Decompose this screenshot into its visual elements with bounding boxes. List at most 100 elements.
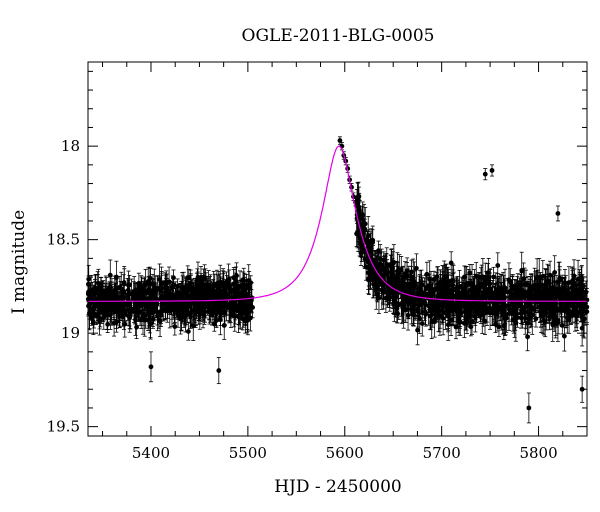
data-point [172, 317, 178, 336]
data-point [396, 289, 402, 320]
data-point [101, 305, 107, 322]
data-point [446, 292, 452, 320]
x-tick-label: 5500 [229, 444, 267, 462]
data-point [380, 260, 386, 292]
data-point [543, 269, 549, 300]
data-point [491, 286, 497, 306]
data-point [147, 266, 153, 290]
data-point [414, 284, 420, 317]
data-point [121, 268, 127, 300]
chart-title: OGLE-2011-BLG-0005 [242, 26, 435, 46]
y-tick-label: 19.5 [47, 418, 80, 436]
data-point [561, 294, 567, 326]
data-point [95, 268, 101, 298]
data-point [243, 291, 248, 318]
data-point [194, 268, 200, 293]
data-point [232, 272, 238, 298]
data-point [446, 297, 452, 322]
data-point [461, 265, 467, 289]
data-point [370, 229, 375, 256]
data-point [494, 276, 500, 304]
data-point [237, 295, 243, 330]
data-point [241, 267, 247, 294]
data-point [481, 303, 487, 321]
data-point [383, 283, 389, 313]
x-tick-label: 5700 [423, 444, 461, 462]
data-point [560, 276, 566, 299]
data-point [92, 274, 98, 301]
data-point [457, 270, 462, 304]
data-point [216, 357, 222, 385]
data-point [517, 293, 523, 315]
x-tick-label: 5600 [326, 444, 364, 462]
data-point [510, 307, 516, 332]
data-point [559, 286, 564, 324]
data-point [579, 309, 585, 347]
data-point [469, 308, 475, 335]
data-point [555, 306, 561, 335]
data-point [126, 270, 131, 300]
y-tick-label: 19 [61, 324, 80, 342]
axis-ticks: 5400 5500 5600 5700 5800 18 18.5 19 19.5 [47, 62, 588, 462]
data-point [119, 306, 125, 327]
data-point [111, 309, 117, 337]
data-point [188, 269, 194, 298]
x-tick-label: 5400 [132, 444, 170, 462]
data-point [489, 164, 495, 177]
data-point [482, 168, 488, 181]
data-point [103, 275, 109, 310]
data-point [245, 292, 250, 312]
data-point [512, 290, 518, 317]
data-point [461, 287, 467, 320]
data-point [218, 276, 224, 308]
data-point [381, 251, 387, 269]
data-point [413, 253, 419, 284]
data-point [540, 260, 546, 293]
data-point [387, 263, 393, 303]
data-point [201, 268, 206, 286]
y-axis-label: I magnitude [9, 210, 29, 314]
data-point [181, 271, 187, 303]
y-tick-label: 18.5 [47, 231, 80, 249]
data-point [233, 266, 239, 297]
data-point [542, 306, 548, 338]
data-point [498, 274, 504, 309]
data-point [396, 254, 402, 292]
data-point [167, 287, 173, 305]
data-point [519, 251, 525, 289]
data-point [337, 136, 343, 145]
data-point [529, 273, 535, 304]
data-point [391, 244, 397, 281]
data-point [483, 271, 489, 307]
plot-frame [87, 61, 588, 437]
data-point [533, 275, 539, 308]
data-point [207, 304, 212, 321]
data-point [554, 280, 560, 299]
data-point [501, 311, 507, 340]
data-point [465, 288, 471, 325]
data-point [398, 275, 404, 299]
data-point [242, 272, 247, 298]
data-point [136, 282, 142, 297]
data-point [432, 274, 437, 306]
data-point [546, 265, 552, 297]
data-point [522, 293, 528, 323]
data-point [526, 392, 532, 424]
data-point [142, 303, 148, 337]
data-point [402, 276, 408, 306]
data-point [372, 259, 378, 297]
data-point [566, 266, 572, 299]
data-point [472, 288, 477, 320]
data-point [152, 284, 158, 313]
data-point [533, 310, 539, 328]
data-point [376, 282, 382, 314]
data-point [426, 273, 432, 313]
data-point [494, 287, 500, 327]
data-point [555, 205, 561, 222]
data-point [404, 262, 410, 280]
x-axis-label: HJD - 2450000 [274, 477, 402, 497]
data-point [199, 276, 205, 299]
data-point [392, 280, 398, 316]
data-point [502, 295, 508, 318]
